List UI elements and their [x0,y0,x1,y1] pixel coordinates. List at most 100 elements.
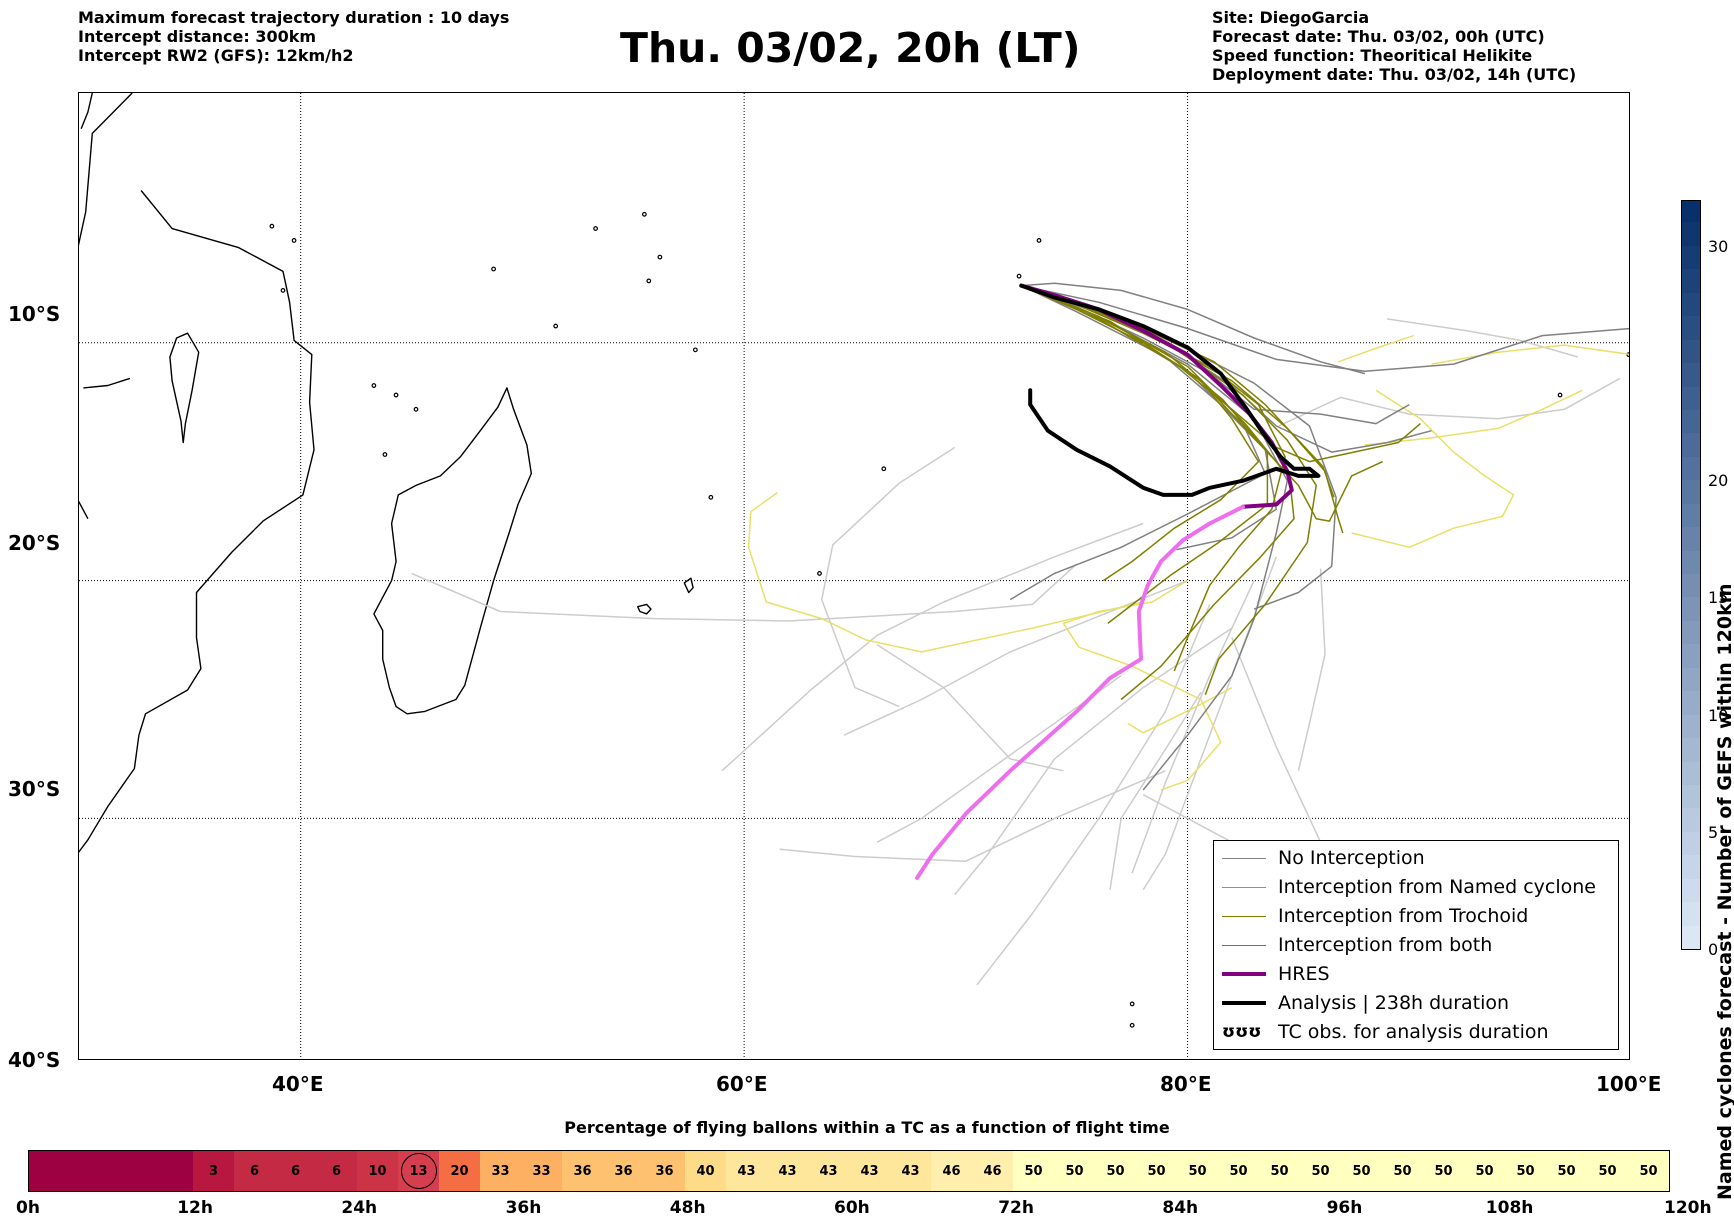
track-light-no-interception [843,579,1188,736]
timebar-cell: 50 [1177,1151,1218,1191]
tc-symbol-icon: ʊʊʊ [1222,1022,1262,1042]
flight-hour-label: 0h [16,1198,40,1218]
legend-swatch-no-interception [1222,857,1266,859]
colorbar-segment [1682,479,1700,504]
timebar-cell: 50 [1423,1151,1464,1191]
timebar-cell: 3 [193,1151,234,1191]
timebar-cell-value: 50 [1434,1163,1453,1179]
colorbar [1681,200,1701,950]
legend-item-both: Interception from both [1222,934,1492,956]
timebar-cell-value: 50 [1311,1163,1330,1179]
timebar-cell: 10 [357,1151,398,1191]
flight-hour-label: 12h [177,1198,213,1218]
flight-hour-label: 72h [998,1198,1034,1218]
timebar-cell: 50 [1464,1151,1505,1191]
track-light-trochoid [1338,334,1414,363]
track-hres-late [915,504,1245,880]
site-info: Site: DiegoGarcia Forecast date: Thu. 03… [1212,8,1576,84]
track-light-no-interception [876,644,1064,772]
legend-label-hres: HRES [1278,963,1330,985]
legend-swatch-analysis [1222,1001,1266,1005]
timebar-cell: 50 [1628,1151,1669,1191]
coastline-3 [83,377,131,389]
island-marker [1129,1022,1135,1028]
timebar-cell: 50 [1382,1151,1423,1191]
flight-hour-label: 96h [1326,1198,1363,1218]
track-trochoid [1021,284,1384,522]
track-light-no-interception [876,675,1122,843]
timebar-cell: 43 [890,1151,931,1191]
timebar-cell-value: 50 [1270,1163,1289,1179]
island-marker [657,254,663,260]
lat-label-30s: 30°S [8,777,61,801]
flight-time-bar: 3 6 6 6 10 13 20 33 33 36 36 36 40 43 43 43 43 43 46 46 50 50… [28,1150,1670,1192]
timebar-cell: 50 [1546,1151,1587,1191]
trajectory-map[interactable] [78,92,1630,1060]
colorbar-segment [1682,456,1700,481]
timebar-cell [152,1151,193,1191]
timebar-cell-value: 50 [1352,1163,1371,1179]
land-outline-1 [169,332,200,444]
legend-label-analysis: Analysis | 238h duration [1278,992,1510,1014]
colorbar-segment [1682,831,1700,856]
timebar-cell: 50 [1259,1151,1300,1191]
timebar-cell: 50 [1300,1151,1341,1191]
timebar-cell-value: 3 [208,1163,219,1179]
lat-label-20s: 20°S [8,531,61,555]
forecast-settings-info: Maximum forecast trajectory duration : 1… [78,8,509,65]
current-time-marker [400,1153,437,1189]
colorbar-label-text: Named cyclones forecast - Number of GEFS… [1714,583,1734,1200]
colorbar-segment [1682,409,1700,434]
timebar-cell-value: 6 [331,1163,342,1179]
timebar-cell-value: 50 [1147,1163,1166,1179]
colorbar-segment [1682,268,1700,293]
island-marker [491,266,497,272]
island-marker [1036,238,1042,243]
track-light-trochoid [1431,344,1629,365]
island-marker [646,278,652,284]
track-light-trochoid [1127,686,1233,734]
timebar-cell-value: 33 [532,1163,551,1179]
timebar-cell [29,1151,70,1191]
timebar-cell: 50 [1587,1151,1628,1191]
track-trochoid [1021,284,1295,701]
legend-swatch-hres [1222,972,1266,976]
track-light-trochoid [1351,389,1515,549]
island-marker [593,226,598,231]
colorbar-segment [1682,526,1700,551]
track-trochoid [1021,284,1317,695]
track-light-no-interception [820,446,956,708]
timebar-cell: 13 [398,1151,439,1191]
lon-label-60e: 60°E [716,1072,768,1096]
colorbar-label: Named cyclones forecast - Number of GEFS… [1714,583,1734,1210]
legend-item-analysis: Analysis | 238h duration [1222,992,1509,1014]
timebar-cell: 50 [1136,1151,1177,1191]
colorbar-segment [1682,784,1700,809]
timebar-cell: 40 [685,1151,726,1191]
island-marker [692,347,698,353]
track-light-trochoid [1062,579,1222,791]
speed-function-text: Speed function: Theoritical Helikite [1212,46,1533,65]
timebar-cell-value: 50 [1188,1163,1207,1179]
timebar-cell: 50 [1054,1151,1095,1191]
max-duration-text: Maximum forecast trajectory duration : 1… [78,8,510,27]
track-trochoid [1021,284,1335,498]
timebar-cell: 36 [644,1151,685,1191]
flight-hour-label: 36h [505,1198,542,1218]
island-marker [881,466,887,472]
timebar-cell [111,1151,152,1191]
lon-label-40e: 40°E [272,1072,324,1096]
colorbar-segment [1682,386,1700,410]
colorbar-segment [1682,667,1700,692]
colorbar-segment [1682,315,1700,340]
island-marker [382,452,388,457]
legend-label-named-cyclone: Interception from Named cyclone [1278,876,1596,898]
track-no-interception [1021,284,1337,610]
site-text: Site: DiegoGarcia [1212,8,1370,27]
timebar-cell: 43 [849,1151,890,1191]
legend-swatch-trochoid [1222,915,1266,917]
track-analysis [1019,283,1321,497]
intercept-rw2-text: Intercept RW2 (GFS): 12km/h2 [78,46,354,65]
colorbar-segment [1682,854,1700,879]
timebar-cell: 6 [234,1151,275,1191]
